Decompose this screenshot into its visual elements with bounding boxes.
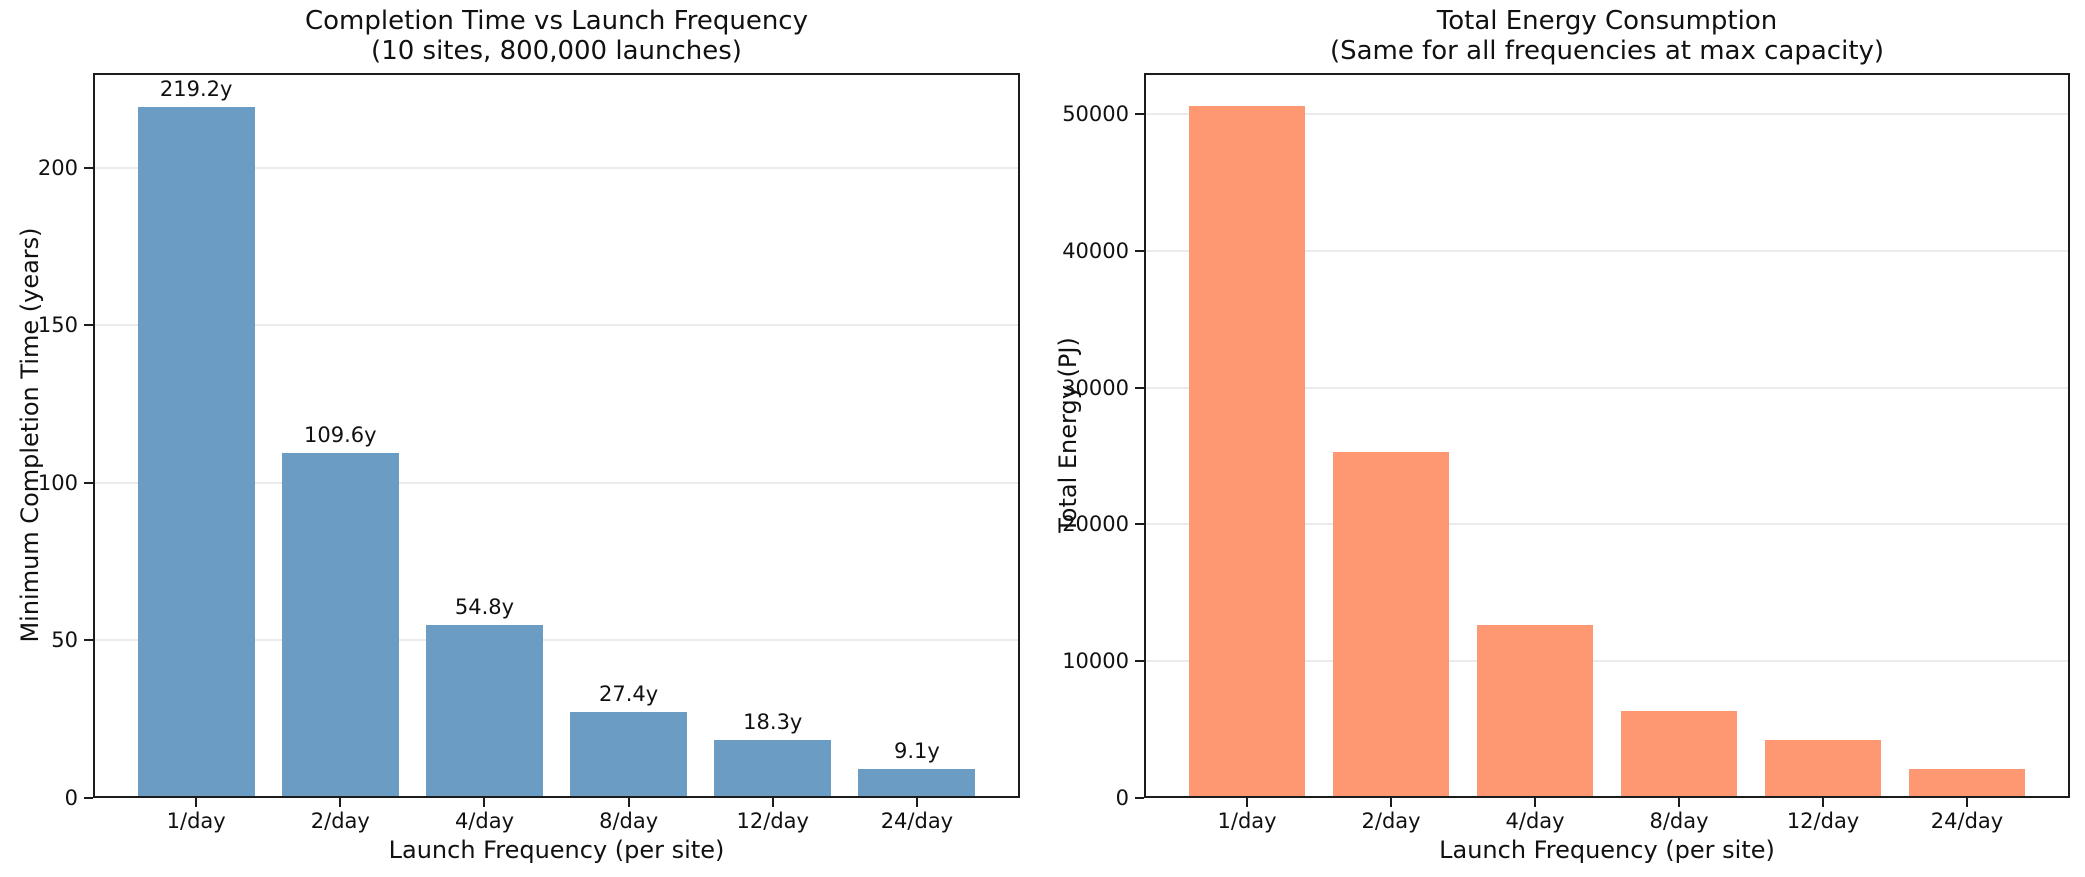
chart-title-line1: Total Energy Consumption — [1436, 6, 1778, 36]
x-tick-mark — [1390, 798, 1393, 807]
x-tick-label: 12/day — [1786, 809, 1860, 833]
y-axis-label: Total Energy (PJ) — [1054, 337, 1082, 533]
bar-12-day — [1764, 740, 1882, 796]
x-tick-mark — [1246, 798, 1249, 807]
y-gridline — [95, 324, 1018, 327]
x-tick-label: 24/day — [1930, 809, 2004, 833]
y-tick-mark — [84, 324, 93, 327]
chart-title: Completion Time vs Launch Frequency (10 s… — [93, 6, 1020, 66]
x-tick-label: 8/day — [599, 809, 659, 833]
y-tick-label: 20000 — [1062, 512, 1129, 537]
x-tick-label: 1/day — [166, 809, 226, 833]
bar-24-day — [1908, 769, 2026, 796]
y-tick-mark — [1135, 249, 1144, 252]
y-tick-mark — [84, 797, 93, 799]
x-tick-mark — [771, 798, 774, 807]
x-tick-mark — [1822, 798, 1825, 807]
y-tick-label: 50000 — [1062, 102, 1129, 127]
y-tick-label: 200 — [37, 155, 78, 180]
y-tick-label: 40000 — [1062, 238, 1129, 263]
y-tick-mark — [1135, 386, 1144, 389]
x-axis-label: Launch Frequency (per site) — [1439, 836, 1775, 864]
y-tick-label: 50 — [51, 628, 78, 653]
y-tick-label: 0 — [64, 786, 78, 810]
x-tick-mark — [1966, 798, 1969, 807]
plot-area — [1144, 73, 2070, 798]
y-gridline — [1146, 113, 2068, 116]
bar-value-label: 9.1y — [893, 739, 940, 764]
bar-8-day — [1620, 711, 1738, 796]
x-tick-label: 1/day — [1217, 809, 1277, 833]
bar-1-day — [1188, 105, 1306, 796]
bar-1-day — [137, 107, 255, 796]
y-gridline — [95, 481, 1018, 484]
x-tick-mark — [915, 798, 918, 807]
y-gridline — [1146, 386, 2068, 389]
bar-value-label: 109.6y — [304, 422, 377, 447]
y-tick-mark — [1135, 113, 1144, 116]
bar-2-day — [281, 452, 399, 796]
x-tick-label: 4/day — [1505, 809, 1565, 833]
bar-8-day — [570, 711, 688, 796]
y-tick-mark — [84, 481, 93, 484]
bar-4-day — [1476, 624, 1594, 796]
x-tick-mark — [483, 798, 486, 807]
chart-title-line1: Completion Time vs Launch Frequency — [304, 6, 808, 36]
bar-12-day — [714, 740, 832, 796]
y-tick-mark — [1135, 523, 1144, 526]
x-tick-mark — [1534, 798, 1537, 807]
x-tick-mark — [627, 798, 630, 807]
y-tick-label: 0 — [1115, 786, 1129, 810]
x-tick-label: 4/day — [454, 809, 514, 833]
x-axis-label: Launch Frequency (per site) — [388, 836, 725, 864]
x-tick-label: 2/day — [1361, 809, 1421, 833]
y-tick-label: 100 — [37, 470, 78, 495]
x-tick-label: 2/day — [310, 809, 370, 833]
x-tick-mark — [1678, 798, 1681, 807]
plot-area — [93, 73, 1020, 798]
bar-value-label: 54.8y — [454, 595, 515, 620]
y-tick-label: 30000 — [1062, 375, 1129, 400]
x-tick-label: 24/day — [880, 809, 954, 833]
y-gridline — [1146, 249, 2068, 252]
x-tick-label: 12/day — [736, 809, 809, 833]
x-tick-label: 8/day — [1649, 809, 1709, 833]
bar-value-label: 18.3y — [743, 710, 803, 735]
x-tick-mark — [339, 798, 342, 807]
y-tick-mark — [84, 639, 93, 642]
x-tick-mark — [195, 798, 198, 807]
y-gridline — [95, 166, 1018, 169]
y-tick-mark — [84, 166, 93, 169]
y-tick-mark — [1135, 660, 1144, 663]
y-tick-label: 150 — [37, 313, 78, 338]
chart-title: Total Energy Consumption (Same for all fr… — [1144, 6, 2070, 66]
bar-value-label: 27.4y — [599, 681, 659, 706]
y-tick-mark — [1135, 797, 1144, 799]
chart-title-line2: (10 sites, 800,000 launches) — [371, 36, 742, 66]
bar-4-day — [425, 625, 543, 796]
y-tick-label: 10000 — [1062, 649, 1129, 674]
y-gridline — [95, 639, 1018, 642]
chart-title-line2: (Same for all frequencies at max capacit… — [1329, 36, 1885, 66]
bar-24-day — [858, 769, 976, 796]
y-gridline — [1146, 523, 2068, 526]
bar-2-day — [1332, 451, 1450, 796]
y-gridline — [1146, 660, 2068, 663]
bar-value-label: 219.2y — [159, 77, 233, 102]
